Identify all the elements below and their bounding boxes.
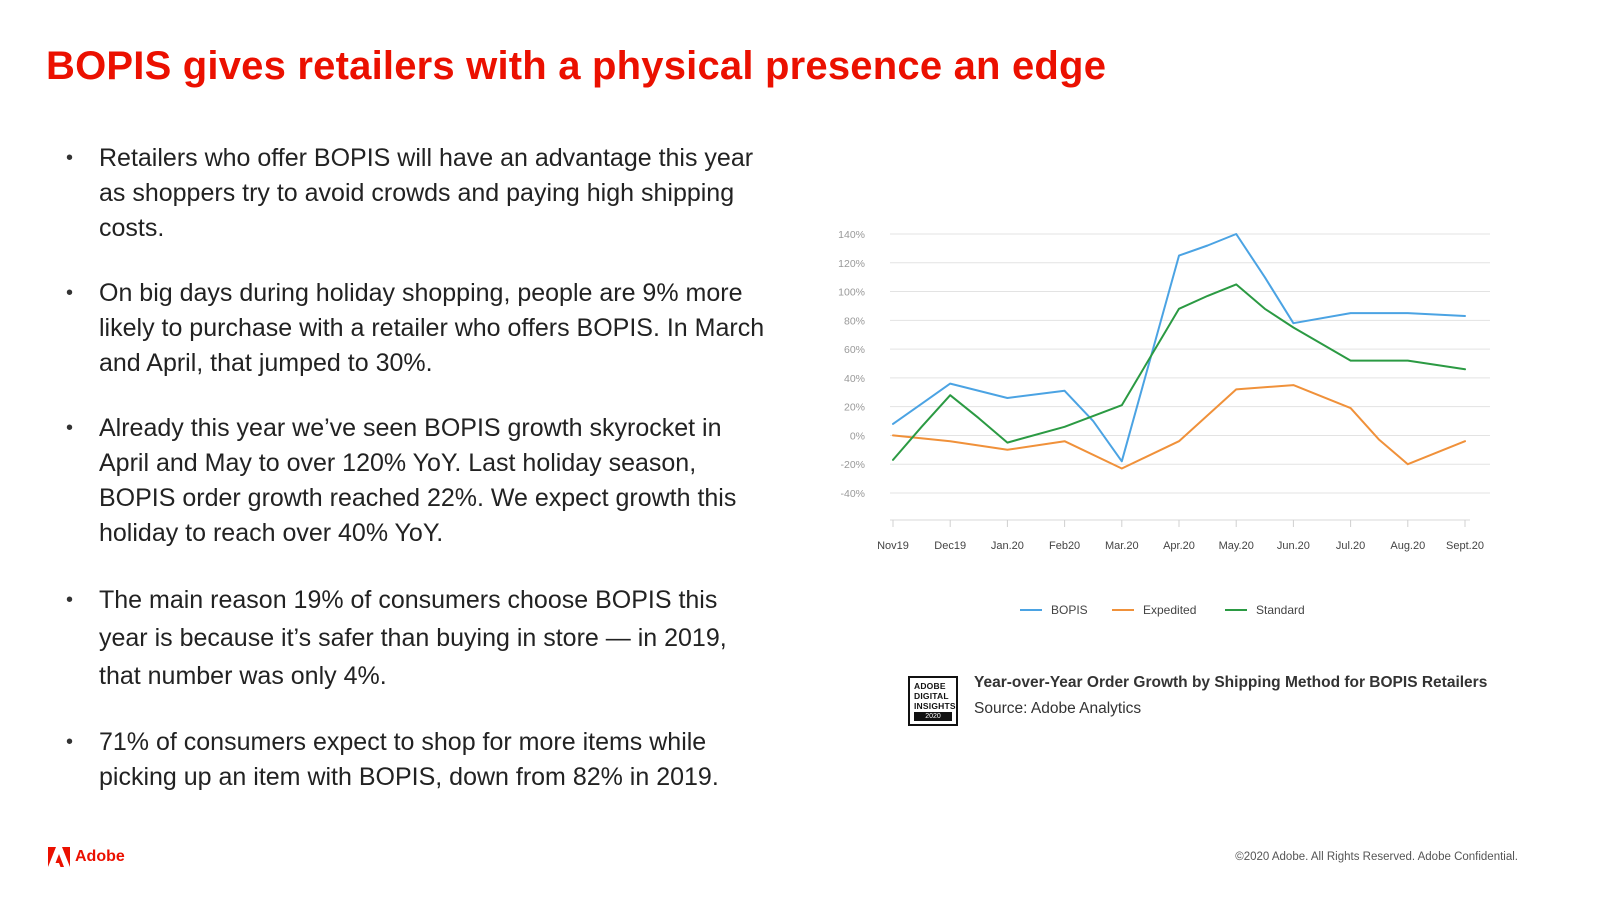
x-tick-label: Jun.20 [1277,540,1310,552]
x-tick-label: Nov19 [877,540,909,552]
y-tick-label: 80% [844,315,865,327]
badge-text: ADOBE DIGITAL INSIGHTS [914,681,956,711]
legend-label-bopis: BOPIS [1051,603,1088,617]
bullet-text: On big days during holiday shopping, peo… [99,279,765,377]
x-tick-label: Sept.20 [1446,540,1484,552]
bullet-text: Retailers who offer BOPIS will have an a… [99,144,754,242]
legend-label-expedited: Expedited [1143,603,1196,617]
bullet-text: 71% of consumers expect to shop for more… [99,728,719,791]
page-title: BOPIS gives retailers with a physical pr… [46,44,1107,88]
series-line-bopis [892,233,1466,463]
badge-year: 2020 [914,712,952,721]
x-tick-label: Mar.20 [1105,540,1139,552]
bullet-symbol: • [66,147,74,169]
y-tick-label: 60% [844,344,865,356]
bullet-item: • The main reason 19% of consumers choos… [66,581,766,695]
adobe-logo-text: Adobe [75,848,125,865]
x-tick-label: Jul.20 [1336,540,1365,552]
x-tick-label: Dec19 [934,540,966,552]
bullet-symbol: • [66,589,74,611]
bullet-item: • Retailers who offer BOPIS will have an… [66,141,766,246]
order-growth-line-chart: -40% -20% 0% 20% 40% 60% 80% 100% 120% 140% Nov19 D… [838,229,1490,617]
y-tick-label: -40% [840,488,865,500]
bullet-item: • On big days during holiday shopping, p… [66,276,766,381]
x-tick-label: Feb20 [1049,540,1080,552]
copyright-notice: ©2020 Adobe. All Rights Reserved. Adobe … [1235,851,1518,863]
adobe-logo-icon [48,847,70,867]
chart-caption-title: Year-over-Year Order Growth by Shipping … [974,674,1488,691]
bullet-symbol: • [66,417,74,439]
bullet-text: Already this year we’ve seen BOPIS growt… [99,414,737,547]
legend-label-standard: Standard [1256,603,1305,617]
adobe-digital-insights-badge: ADOBE DIGITAL INSIGHTS 2020 [908,676,958,726]
y-tick-label: -20% [840,459,865,471]
bullet-symbol: • [66,731,74,753]
chart-caption-source: Source: Adobe Analytics [974,700,1142,717]
bullet-item: • 71% of consumers expect to shop for mo… [66,725,766,795]
adobe-logo: Adobe [48,847,125,867]
y-tick-label: 120% [838,258,865,270]
series-line-standard [892,283,1466,461]
y-tick-label: 140% [838,229,865,241]
y-tick-label: 20% [844,402,865,414]
bullet-text: The main reason 19% of consumers choose … [99,586,727,690]
y-tick-label: 100% [838,287,865,299]
x-tick-label: Apr.20 [1163,540,1195,552]
bullet-list: • Retailers who offer BOPIS will have an… [66,141,766,795]
series-line-expedited [892,384,1466,470]
x-tick-label: May.20 [1219,540,1254,552]
x-tick-label: Aug.20 [1390,540,1425,552]
bullet-item: • Already this year we’ve seen BOPIS gro… [66,411,766,551]
bullet-symbol: • [66,282,74,304]
x-tick-label: Jan.20 [991,540,1024,552]
y-tick-label: 40% [844,373,865,385]
y-tick-label: 0% [850,430,865,442]
